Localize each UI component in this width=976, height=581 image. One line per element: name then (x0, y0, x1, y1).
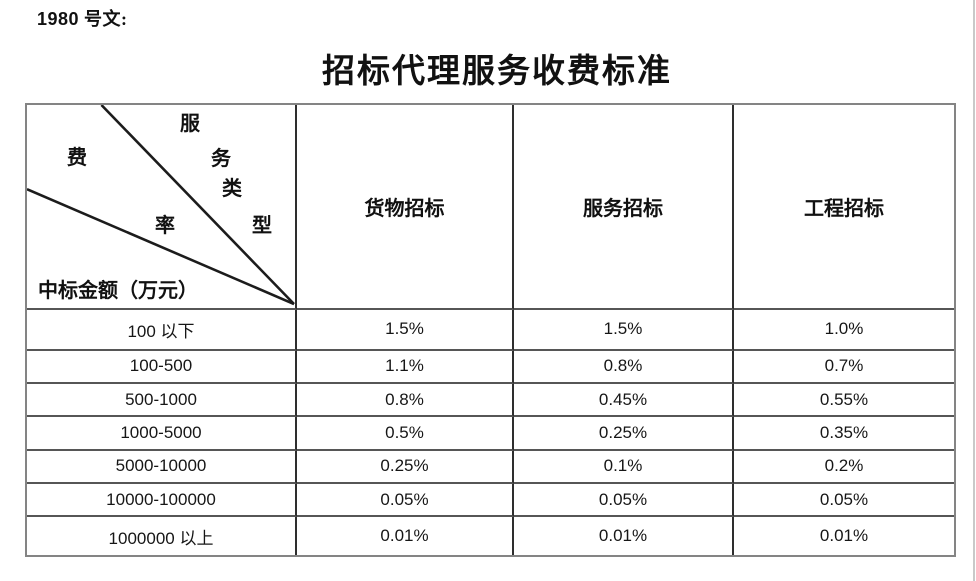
rate-cell-engineering: 0.55% (734, 384, 954, 418)
rate-cell-goods: 0.8% (297, 384, 514, 418)
rate-cell-engineering: 0.01% (819, 526, 869, 546)
rate-cell-engineering: 0.05% (734, 484, 954, 518)
doc-number-label: 1980 号文: (37, 5, 128, 31)
amount-range-cell: 1000-5000 (27, 417, 297, 451)
rate-cell-service: 1.5% (514, 310, 734, 351)
rate-cell-goods: 0.5% (297, 417, 514, 451)
corner-service-type-char-4: 型 (252, 215, 272, 237)
table-row: 100-500 1.1% 0.8% 0.7% (27, 350, 954, 385)
rate-cell-engineering: 0.35% (734, 417, 954, 451)
rate-cell-service: 0.05% (514, 483, 734, 518)
rate-cell-goods: 1.1% (297, 350, 514, 385)
header-row: 服 务 类 型 费 率 中标金额（万元） 货物招标 服务招标 工程招标 (27, 105, 954, 310)
amount-range-cell: 5000-10000 (27, 450, 297, 484)
amount-range-cell: 10000-100000 (27, 483, 297, 518)
rate-cell-goods: 0.25% (297, 450, 514, 484)
corner-fee-rate-char-2: 率 (155, 215, 175, 237)
diagonal-corner-cell: 服 务 类 型 费 率 中标金额（万元） (27, 105, 297, 310)
table-row: 1000-5000 0.5% 0.25% 0.35% (27, 417, 954, 451)
corner-amount-label: 中标金额（万元） (38, 280, 198, 302)
corner-service-type-char-3: 类 (222, 178, 242, 200)
table-row: 100 以下 1.5% 1.5% 1.0% (27, 310, 954, 351)
rate-cell-goods: 1.5% (297, 310, 514, 351)
corner-fee-rate-char-1: 费 (67, 147, 87, 169)
rate-cell-engineering: 1.0% (734, 310, 954, 351)
diagonal-divider-lines (27, 105, 295, 306)
table-row: 10000-100000 0.05% 0.05% 0.05% (27, 483, 954, 518)
page-title: 招标代理服务收费标准 (322, 54, 672, 90)
table-row: 500-1000 0.8% 0.45% 0.55% (27, 384, 954, 418)
column-header-engineering: 工程招标 (734, 105, 954, 310)
rate-cell-service: 0.25% (514, 417, 734, 451)
table-row: 5000-10000 0.25% 0.1% 0.2% (27, 450, 954, 484)
rate-cell-service: 0.8% (514, 350, 734, 385)
corner-service-type-char-2: 务 (211, 148, 231, 170)
rate-cell-service: 0.45% (514, 384, 734, 418)
amount-range-cell: 1000000 以上 (27, 517, 297, 555)
rate-cell-engineering: 0.7% (734, 351, 954, 385)
fee-table-container: 服 务 类 型 费 率 中标金额（万元） 货物招标 服务招标 工程招标 100 … (25, 103, 956, 557)
rate-cell-service: 0.1% (514, 450, 734, 484)
rate-cell-engineering: 0.2% (734, 451, 954, 484)
amount-range-cell: 100-500 (27, 350, 297, 385)
table-row: 1000000 以上 0.01% 0.01% 0.01% (27, 517, 954, 555)
doc-number: 1980 (37, 9, 80, 29)
amount-range-cell: 100 以下 (27, 310, 297, 351)
column-header-goods: 货物招标 (297, 105, 514, 310)
rate-cell-goods: 0.05% (297, 483, 514, 518)
doc-number-suffix: 号文: (84, 9, 128, 29)
corner-service-type-char-1: 服 (180, 113, 200, 135)
amount-range-cell: 500-1000 (27, 384, 297, 418)
column-header-service: 服务招标 (514, 105, 734, 310)
fee-table: 服 务 类 型 费 率 中标金额（万元） 货物招标 服务招标 工程招标 100 … (25, 103, 956, 557)
rate-cell-service: 0.01% (514, 517, 734, 555)
rate-cell-goods: 0.01% (297, 517, 514, 555)
page-right-edge (973, 0, 975, 581)
